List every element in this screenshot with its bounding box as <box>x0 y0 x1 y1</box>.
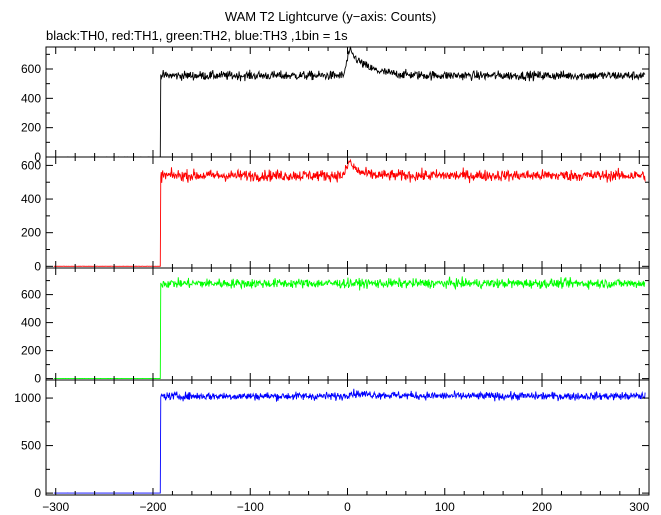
y-tick-label: 600 <box>21 158 41 172</box>
y-tick-label: 0 <box>34 259 41 273</box>
chart-title: WAM T2 Lightcurve (y−axis: Counts) <box>224 9 437 24</box>
x-tick-label: 200 <box>532 500 552 514</box>
x-tick-label: −100 <box>237 500 264 514</box>
x-tick-label: 0 <box>344 500 351 514</box>
panel-frame-1 <box>45 46 650 158</box>
y-tick-label: 200 <box>21 344 41 358</box>
y-tick-label: 1000 <box>14 391 41 405</box>
series-line-4 <box>53 388 646 494</box>
y-tick-label: 200 <box>21 226 41 240</box>
panel-frame-2 <box>45 156 650 269</box>
y-tick-label: 500 <box>21 439 41 453</box>
x-tick-label: −200 <box>139 500 166 514</box>
y-tick-label: 400 <box>21 316 41 330</box>
y-tick-label: 400 <box>21 192 41 206</box>
x-tick-label: 100 <box>435 500 455 514</box>
y-tick-label: 400 <box>21 91 41 105</box>
series-line-2 <box>53 158 646 267</box>
series-line-1 <box>53 46 646 158</box>
series-line-3 <box>53 276 646 380</box>
y-tick-label: 0 <box>34 150 41 164</box>
y-tick-label: 0 <box>34 372 41 386</box>
y-tick-label: 600 <box>21 62 41 76</box>
y-tick-label: 200 <box>21 121 41 135</box>
chart-subtitle: black:TH0, red:TH1, green:TH2, blue:TH3 … <box>46 28 348 43</box>
y-tick-label: 0 <box>34 486 41 500</box>
x-tick-label: −300 <box>42 500 69 514</box>
x-tick-label: 300 <box>629 500 649 514</box>
y-tick-label: 600 <box>21 288 41 302</box>
